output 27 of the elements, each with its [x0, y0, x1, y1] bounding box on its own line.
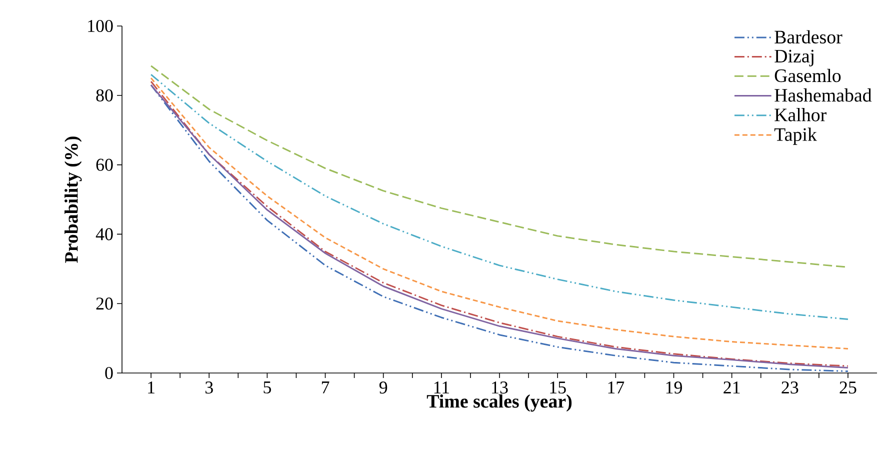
x-tick-label: 7 [322, 382, 330, 394]
x-tick-label: 3 [205, 382, 213, 394]
x-tick-label: 1 [148, 382, 154, 394]
x-tick-label: 19 [666, 382, 682, 394]
x-axis-title: Time scales (year) [426, 394, 572, 412]
legend-label: Dizaj [774, 50, 814, 66]
x-tick-label: 25 [840, 382, 856, 394]
x-tick-label: 9 [379, 382, 388, 394]
x-tick-label: 11 [434, 382, 449, 394]
y-tick-label: 0 [105, 366, 113, 380]
legend-label: Kalhor [774, 108, 826, 122]
legend-label: Hashemabad [774, 88, 872, 102]
y-tick-label: 60 [96, 158, 113, 171]
y-tick-label: 40 [96, 228, 113, 240]
legend-label: Bardesor [774, 30, 842, 44]
y-tick-label: 100 [88, 20, 113, 32]
legend-label: Tapik [774, 128, 817, 145]
y-axis-title: Probability (%) [64, 136, 82, 263]
x-tick-label: 13 [492, 382, 508, 394]
x-tick-label: 15 [550, 382, 566, 394]
legend-label: Gasemlo [774, 68, 841, 82]
y-tick-label: 80 [96, 89, 113, 102]
y-tick-label: 20 [96, 298, 113, 310]
x-tick-label: 21 [724, 382, 740, 394]
x-tick-label: 23 [782, 382, 798, 394]
x-tick-label: 5 [264, 382, 271, 394]
x-tick-label: 17 [608, 382, 624, 394]
